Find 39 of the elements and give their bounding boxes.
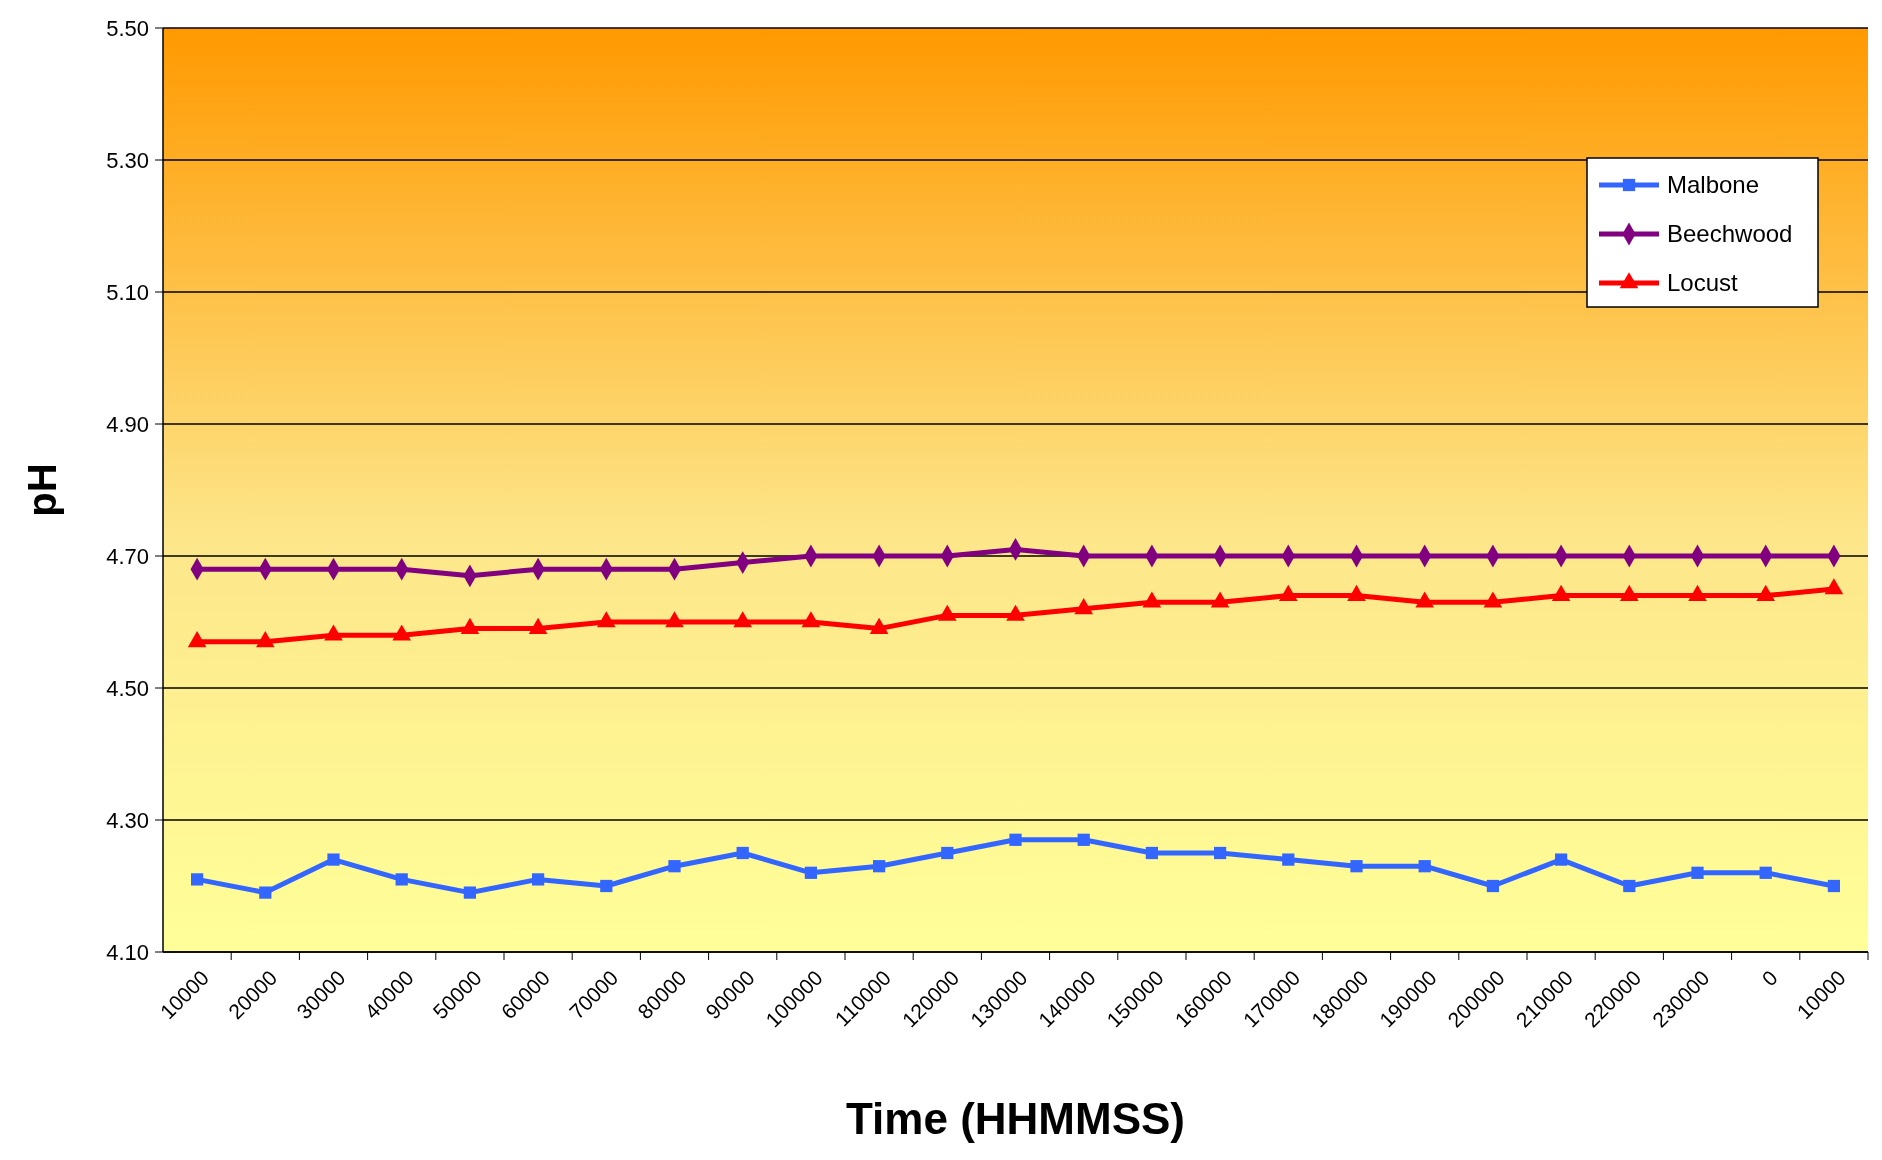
y-tick-label: 4.30 bbox=[106, 807, 149, 833]
point bbox=[1418, 860, 1431, 873]
point bbox=[1554, 853, 1568, 866]
legend-label: Malbone bbox=[1667, 171, 1760, 199]
legend-label: Beechwood bbox=[1667, 220, 1793, 248]
y-tick-label: 5.30 bbox=[106, 147, 149, 173]
y-axis-title: pH bbox=[20, 463, 64, 517]
point bbox=[804, 866, 818, 879]
point bbox=[941, 846, 954, 860]
y-tick-label: 5.50 bbox=[106, 15, 149, 41]
legend-label: Locust bbox=[1667, 269, 1739, 297]
point bbox=[668, 860, 681, 873]
y-tick-label: 4.70 bbox=[106, 543, 149, 569]
y-tick-label: 4.10 bbox=[106, 939, 149, 965]
y-tick-label: 5.10 bbox=[106, 279, 149, 305]
point bbox=[1759, 866, 1772, 879]
point bbox=[463, 886, 477, 899]
point bbox=[1282, 853, 1295, 866]
point bbox=[1623, 879, 1636, 893]
point bbox=[1009, 833, 1022, 846]
point bbox=[531, 873, 545, 886]
point bbox=[1691, 866, 1704, 879]
x-axis-title: Time (HHMMSS) bbox=[846, 1094, 1185, 1143]
point bbox=[1077, 833, 1090, 846]
point bbox=[736, 846, 749, 860]
point bbox=[1486, 879, 1500, 893]
y-tick-label: 4.50 bbox=[106, 675, 149, 701]
point bbox=[327, 853, 340, 866]
point bbox=[600, 879, 613, 893]
point bbox=[395, 873, 408, 886]
x-tick-label: 0 bbox=[1757, 965, 1782, 991]
point bbox=[190, 873, 204, 886]
point bbox=[1350, 860, 1363, 873]
point bbox=[1213, 846, 1227, 860]
point bbox=[872, 860, 886, 873]
y-tick-label: 4.90 bbox=[106, 411, 149, 437]
point bbox=[1827, 879, 1841, 893]
point bbox=[1145, 846, 1159, 860]
point bbox=[259, 886, 272, 899]
